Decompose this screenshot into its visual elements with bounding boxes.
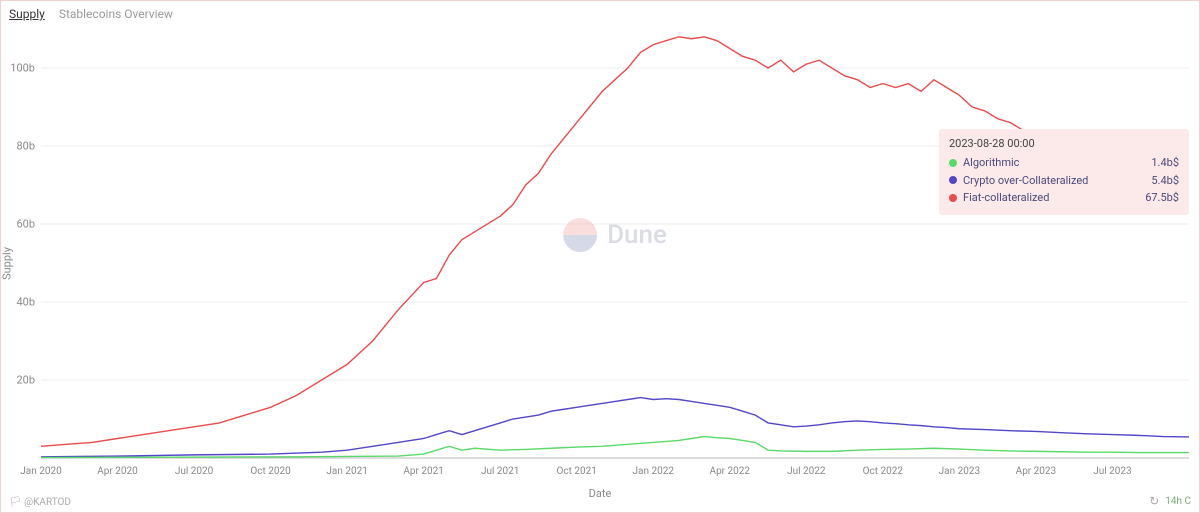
y-axis: 20b 40b 60b 80b 100b <box>1 29 39 458</box>
x-tick: Apr 2021 <box>403 466 444 477</box>
x-tick: Jul 2022 <box>787 466 825 477</box>
x-tick: Oct 2020 <box>250 466 290 477</box>
x-tick: Jul 2023 <box>1093 466 1131 477</box>
legend-dot-icon <box>949 176 957 184</box>
refresh-icon[interactable]: ↻ <box>1149 494 1159 508</box>
tab-overview[interactable]: Stablecoins Overview <box>59 7 173 21</box>
tooltip-series-label: Crypto over-Collateralized <box>963 172 1088 190</box>
x-tick: Jan 2023 <box>939 466 980 477</box>
series-crypto-over-collateralized <box>41 398 1189 457</box>
tooltip-title: 2023-08-28 00:00 <box>949 137 1179 150</box>
x-tick: Jan 2022 <box>633 466 674 477</box>
x-tick: Jan 2020 <box>20 466 61 477</box>
y-tick: 20b <box>16 374 35 387</box>
x-tick: Apr 2022 <box>710 466 751 477</box>
y-tick: 40b <box>16 296 35 309</box>
y-tick: 60b <box>16 218 35 231</box>
series-fiat-collateralized <box>41 37 1189 447</box>
footer-age: 14h C <box>1165 496 1191 507</box>
tab-supply[interactable]: Supply <box>9 7 45 21</box>
x-tick: Oct 2022 <box>863 466 903 477</box>
y-tick: 80b <box>16 140 35 153</box>
plot-svg <box>41 29 1189 458</box>
x-axis: Jan 2020Apr 2020Jul 2020Oct 2020Jan 2021… <box>41 464 1189 484</box>
tooltip-series-value: 1.4b$ <box>1151 154 1179 172</box>
tooltip-series-label: Algorithmic <box>963 154 1019 172</box>
tooltip-row: Algorithmic 1.4b$ <box>949 154 1179 172</box>
x-axis-label: Date <box>589 487 612 500</box>
x-tick: Jan 2021 <box>326 466 367 477</box>
tooltip: 2023-08-28 00:00 Algorithmic1.4b$Crypto … <box>939 129 1189 215</box>
x-tick: Jul 2020 <box>175 466 213 477</box>
tabs: Supply Stablecoins Overview <box>1 1 1199 25</box>
x-tick: Apr 2020 <box>97 466 138 477</box>
y-axis-label: Supply <box>1 247 14 280</box>
tooltip-series-value: 67.5b$ <box>1145 189 1179 207</box>
legend-dot-icon <box>949 194 957 202</box>
tooltip-row: Fiat-collateralized 67.5b$ <box>949 189 1179 207</box>
x-tick: Oct 2021 <box>557 466 597 477</box>
x-tick: Apr 2023 <box>1016 466 1057 477</box>
tooltip-series-value: 5.4b$ <box>1151 172 1179 190</box>
tooltip-series-label: Fiat-collateralized <box>963 189 1049 207</box>
y-tick: 100b <box>10 62 35 75</box>
x-tick: Jul 2021 <box>481 466 519 477</box>
tooltip-row: Crypto over-Collateralized 5.4b$ <box>949 172 1179 190</box>
footer-right: ↻ 14h C <box>1149 494 1191 508</box>
footer-author[interactable]: 🏳 @KARTOD <box>9 497 71 508</box>
chart-container: Supply Stablecoins Overview 20b 40b 60b 80b… <box>0 0 1200 513</box>
plot-area[interactable]: Dune <box>41 29 1189 458</box>
legend-dot-icon <box>949 159 957 167</box>
